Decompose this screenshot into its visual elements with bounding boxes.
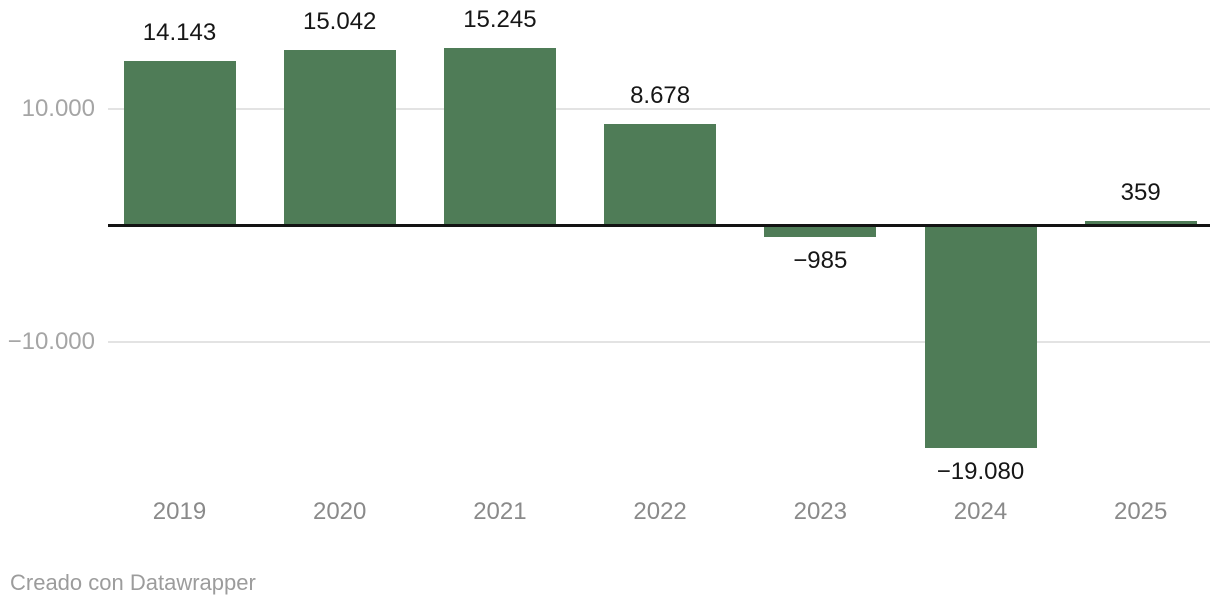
x-axis-label-2022: 2022 [633,498,687,525]
gridline-10000 [108,108,1210,110]
gridline--10000 [108,341,1210,343]
value-label-2025: 359 [1120,179,1161,207]
x-axis-label-2020: 2020 [312,498,367,525]
y-axis-tick-label: 10.000 [21,95,95,122]
x-axis-label-2021: 2021 [473,498,527,525]
bar-2020[interactable] [283,50,396,226]
value-label-2021: 15.245 [463,5,537,33]
x-axis-label-2024: 2024 [953,498,1008,525]
x-axis-label-2023: 2023 [793,498,847,525]
value-label-2019: 14.143 [142,18,217,46]
bar-2023[interactable] [764,225,877,237]
bar-2019[interactable] [123,60,236,226]
x-axis-label-2019: 2019 [152,498,207,525]
value-label-2022: 8.678 [630,82,691,110]
value-label-2020: 15.042 [302,8,377,36]
attribution-text: Creado con Datawrapper [10,570,256,595]
x-axis-label-2025: 2025 [1113,498,1168,525]
value-label-2023: −985 [793,246,848,274]
value-label-2024: −19.080 [936,457,1025,485]
zero-baseline [108,224,1210,227]
y-axis-tick-label: −10.000 [7,328,95,355]
bar-2025[interactable] [1084,221,1197,226]
bar-2021[interactable] [443,47,556,226]
bar-2022[interactable] [604,124,717,226]
bar-2024[interactable] [924,225,1037,448]
